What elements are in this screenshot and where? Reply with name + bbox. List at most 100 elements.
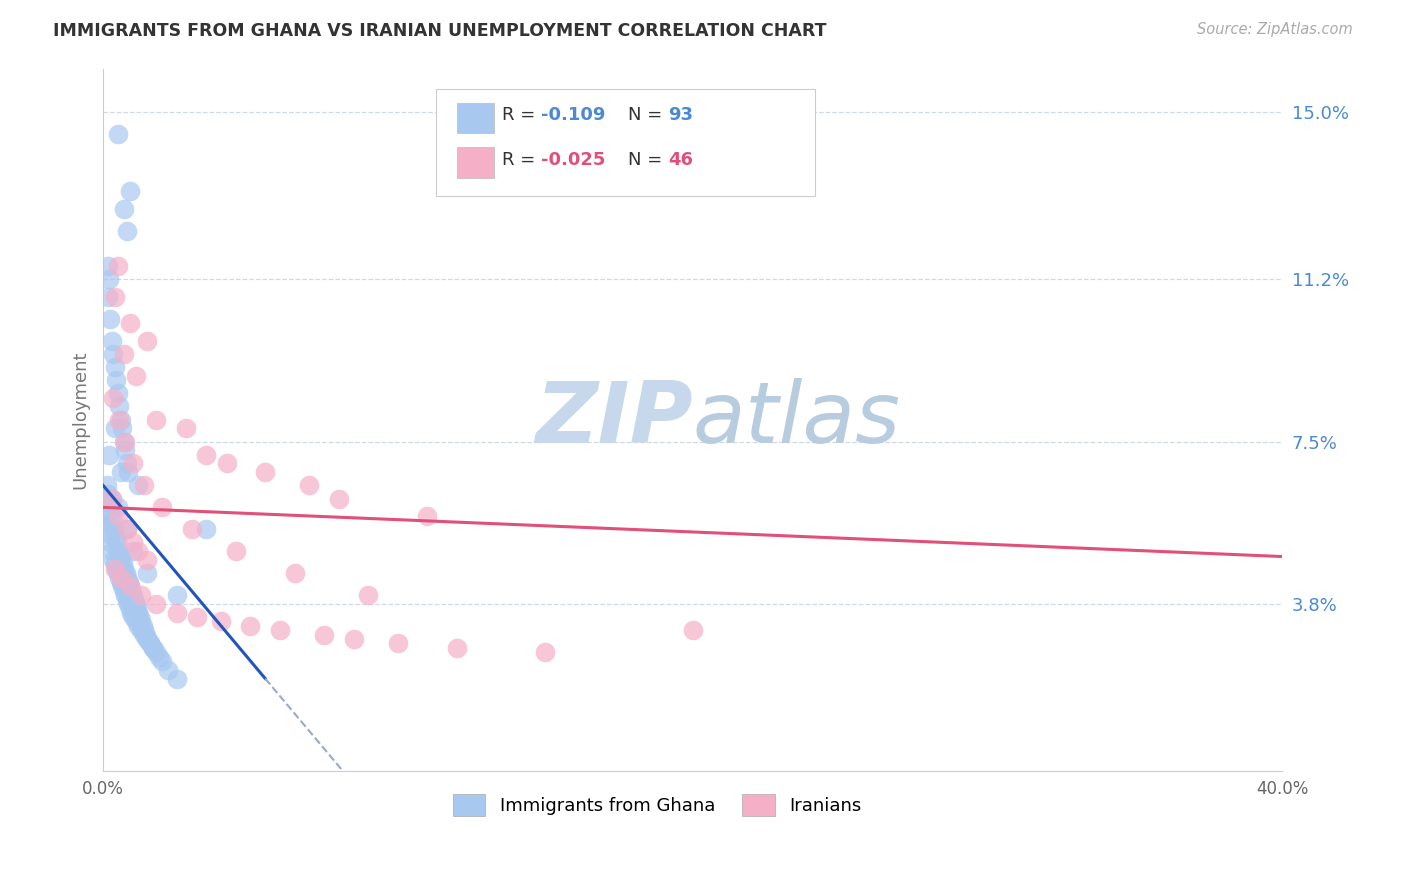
Point (357, 588, 380, 602)
Text: N =: N = (628, 151, 662, 169)
Point (387, 636, 409, 650)
Point (120, 583, 142, 598)
Point (239, 619, 262, 633)
Point (110, 574, 132, 589)
Point (98, 526, 121, 541)
Point (134, 478, 156, 492)
Point (115, 522, 138, 536)
Point (128, 606, 150, 620)
Text: Source: ZipAtlas.com: Source: ZipAtlas.com (1197, 22, 1353, 37)
Point (121, 588, 143, 602)
Point (101, 491, 124, 506)
Point (112, 347, 135, 361)
Point (121, 610, 143, 624)
Point (110, 549, 132, 563)
Point (101, 334, 124, 348)
Point (112, 558, 135, 572)
Point (121, 535, 143, 549)
Point (132, 619, 155, 633)
Point (148, 649, 170, 664)
Point (103, 522, 125, 536)
Point (115, 224, 138, 238)
Point (121, 544, 143, 558)
Legend: Immigrants from Ghana, Iranians: Immigrants from Ghana, Iranians (444, 785, 870, 825)
Point (215, 457, 238, 471)
Text: IMMIGRANTS FROM GHANA VS IRANIAN UNEMPLOYMENT CORRELATION CHART: IMMIGRANTS FROM GHANA VS IRANIAN UNEMPLO… (53, 22, 827, 40)
Text: N =: N = (628, 106, 662, 124)
Point (128, 478, 150, 492)
Point (103, 347, 125, 361)
Point (97, 290, 120, 304)
Point (195, 522, 218, 536)
Text: R =: R = (502, 151, 536, 169)
Point (118, 579, 141, 593)
Point (150, 654, 173, 668)
Point (254, 465, 277, 479)
Point (174, 421, 197, 435)
Point (112, 562, 135, 576)
Text: -0.025: -0.025 (541, 151, 606, 169)
Point (104, 562, 127, 576)
Point (134, 624, 156, 638)
Point (180, 522, 202, 536)
Text: R =: R = (502, 106, 536, 124)
Point (100, 535, 122, 549)
Point (111, 421, 134, 435)
Point (104, 531, 127, 545)
Point (124, 597, 146, 611)
Point (96, 517, 118, 532)
Point (104, 421, 127, 435)
Point (145, 597, 167, 611)
Point (118, 316, 141, 330)
Point (110, 465, 132, 479)
Point (112, 202, 135, 216)
Point (100, 311, 122, 326)
Point (134, 627, 156, 641)
Point (98, 448, 121, 462)
Point (136, 553, 159, 567)
Point (284, 566, 307, 581)
Point (156, 663, 179, 677)
Point (114, 434, 136, 449)
Point (145, 412, 167, 426)
Text: ZIP: ZIP (534, 378, 693, 461)
Point (131, 588, 153, 602)
Point (534, 645, 557, 659)
Text: 93: 93 (668, 106, 693, 124)
Point (117, 465, 139, 479)
Point (98, 496, 121, 510)
Point (139, 636, 162, 650)
Point (186, 610, 208, 624)
Point (105, 373, 128, 387)
Point (114, 588, 136, 602)
Point (446, 640, 468, 655)
Point (128, 619, 150, 633)
Point (117, 597, 139, 611)
Point (343, 632, 366, 646)
Point (136, 334, 159, 348)
Point (115, 522, 138, 536)
Point (108, 400, 131, 414)
Point (114, 443, 136, 458)
Point (136, 566, 159, 581)
Point (166, 672, 188, 686)
Point (112, 434, 135, 449)
Point (682, 624, 704, 638)
Point (145, 645, 167, 659)
Point (96, 259, 118, 273)
Point (298, 478, 321, 492)
Point (416, 509, 439, 524)
Point (129, 610, 152, 624)
Point (101, 491, 124, 506)
Point (225, 544, 247, 558)
Point (107, 566, 129, 581)
Point (107, 386, 129, 401)
Point (103, 391, 125, 405)
Point (98, 272, 121, 286)
Point (96, 478, 118, 492)
Point (120, 606, 142, 620)
Point (101, 544, 124, 558)
Point (112, 583, 135, 598)
Point (110, 412, 132, 426)
Point (110, 553, 132, 567)
